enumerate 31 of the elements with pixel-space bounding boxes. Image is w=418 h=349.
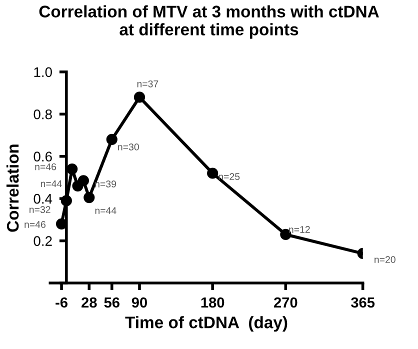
- x-tick-label: 28: [82, 297, 97, 308]
- x-tick-label: 365: [350, 297, 375, 308]
- y-axis-title: Correlation: [6, 144, 19, 232]
- point: [134, 92, 146, 103]
- x-axis-title: Time of ctDNA (day): [125, 316, 288, 332]
- chart-title: Correlation of MTV at 3 months with ctDNA at different time points: [39, 5, 379, 39]
- point: [78, 175, 90, 186]
- annotation: n=46: [35, 163, 56, 170]
- x-tick-label: 56: [104, 297, 120, 308]
- annotation: n=37: [137, 80, 158, 88]
- annotation: n=30: [118, 144, 139, 150]
- y-tick-label: 0.2: [34, 236, 52, 246]
- annotation: n=44: [40, 180, 62, 188]
- annotation: n=20: [374, 256, 396, 264]
- y-tick-label: 0.8: [34, 109, 52, 120]
- point: [84, 192, 95, 204]
- annotation: n=12: [289, 226, 310, 233]
- annotation: n=46: [24, 221, 46, 228]
- point: [66, 163, 78, 175]
- x-tick-label: -6: [56, 297, 68, 308]
- x-tick-label: 180: [201, 297, 224, 308]
- annotation: n=25: [218, 173, 240, 180]
- y-tick-label: 1.0: [34, 67, 52, 78]
- y-tick-label: 0.6: [34, 152, 52, 162]
- point: [207, 168, 218, 179]
- point: [106, 134, 118, 146]
- annotation: n=32: [30, 206, 50, 214]
- annotation: n=44: [95, 207, 116, 214]
- x-tick-label: 270: [274, 297, 298, 308]
- x-tick-label: 90: [132, 297, 148, 308]
- y-tick-label: 0.4: [34, 194, 52, 204]
